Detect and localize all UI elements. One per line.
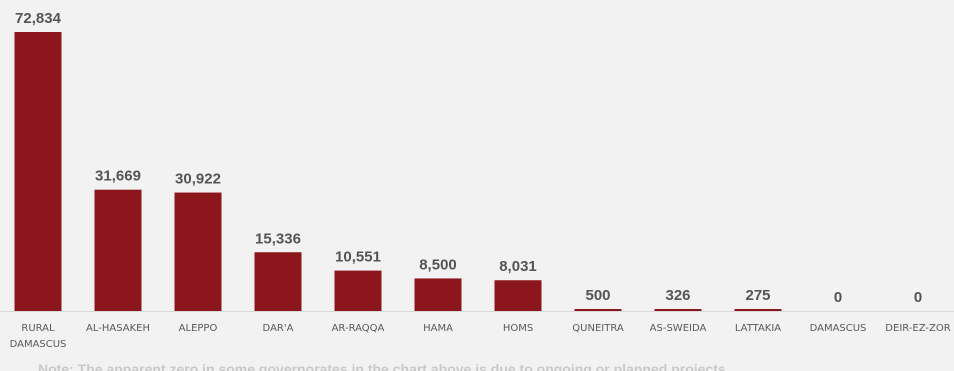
value-label-4: 10,551: [335, 249, 381, 266]
category-label-9: LATTAKIA: [735, 323, 781, 334]
bar-3: [254, 252, 302, 311]
bar-4: [334, 270, 382, 311]
value-label-2: 30,922: [175, 171, 221, 188]
category-label-8: AS-SWEIDA: [650, 323, 707, 334]
value-label-11: 0: [914, 289, 922, 306]
category-label-4: AR-RAQQA: [332, 323, 385, 334]
bar-0: [14, 32, 62, 311]
category-label-5: HAMA: [423, 323, 453, 334]
category-label-3: DAR'A: [263, 323, 294, 334]
category-label-11: DEIR-EZ-ZOR: [885, 323, 950, 334]
bar-7: [574, 309, 622, 311]
category-label-0: RURAL DAMASCUS: [10, 323, 67, 350]
value-label-7: 500: [585, 287, 610, 304]
value-label-9: 275: [745, 287, 770, 304]
value-label-0: 72,834: [15, 10, 62, 27]
chart-note: Note: The apparent zero in some governor…: [38, 361, 726, 371]
value-label-6: 8,031: [499, 258, 537, 275]
value-label-8: 326: [665, 287, 690, 304]
category-label-6: HOMS: [503, 323, 533, 334]
value-label-10: 0: [834, 289, 842, 306]
bar-6: [494, 280, 542, 311]
value-label-5: 8,500: [419, 256, 457, 273]
bar-1: [94, 189, 142, 311]
bar-5: [414, 278, 462, 311]
bar-8: [654, 309, 702, 311]
value-label-1: 31,669: [95, 168, 141, 185]
bar-2: [174, 192, 222, 311]
category-label-7: QUNEITRA: [572, 323, 624, 334]
bar-9: [734, 309, 782, 311]
category-label-2: ALEPPO: [179, 323, 218, 334]
category-label-10: DAMASCUS: [810, 323, 867, 334]
category-label-1: AL-HASAKEH: [86, 323, 150, 334]
value-label-3: 15,336: [255, 230, 301, 247]
